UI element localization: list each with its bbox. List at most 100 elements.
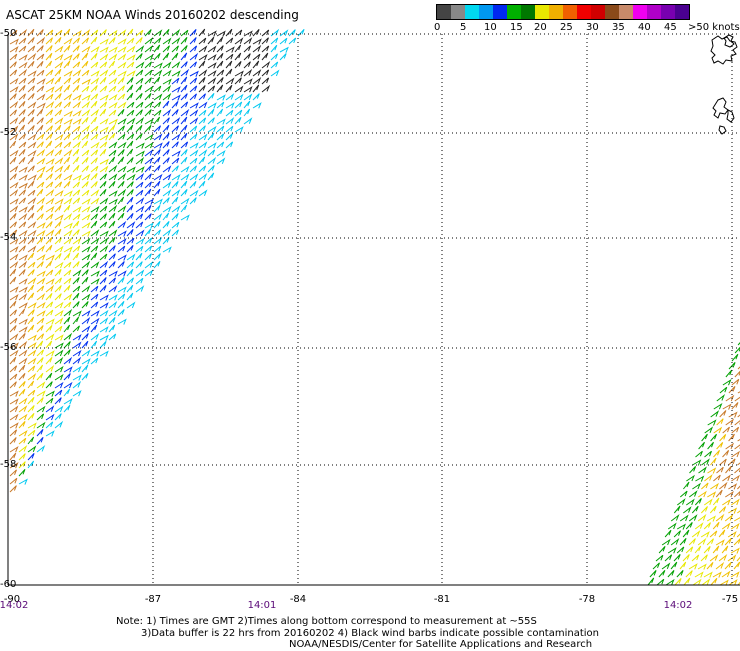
wind-barb [55, 303, 63, 308]
wind-barb [674, 531, 680, 537]
wind-barb [702, 434, 708, 441]
wind-barb [100, 319, 107, 324]
wind-barb [19, 407, 26, 412]
wind-barb [28, 238, 34, 244]
wind-barb [181, 167, 189, 172]
wind-barb [64, 157, 70, 164]
wind-barb [100, 174, 107, 180]
wind-barb [680, 562, 686, 569]
wind-barb [710, 531, 717, 537]
wind-barb [217, 37, 223, 44]
wind-barb [729, 459, 736, 465]
wind-barb [199, 135, 206, 140]
wind-barb [145, 166, 151, 173]
wind-barb [732, 403, 738, 410]
wind-barb [717, 419, 724, 425]
wind-barb [136, 222, 143, 228]
wind-barb [154, 215, 161, 221]
wind-barb [19, 399, 26, 404]
wind-barb [217, 70, 224, 76]
wind-barb [127, 158, 133, 165]
wind-barb [91, 302, 98, 308]
wind-barb [181, 189, 187, 196]
wind-barb [683, 530, 689, 537]
legend-label: 40 [638, 22, 651, 33]
wind-barb [64, 45, 70, 52]
wind-barb [55, 182, 62, 188]
wind-barb [28, 447, 35, 452]
wind-barb [100, 55, 107, 60]
wind-barb [734, 491, 740, 497]
wind-barb [37, 391, 45, 396]
wind-barb [10, 222, 17, 228]
wind-barb [145, 110, 151, 117]
wind-barb [46, 357, 52, 364]
wind-barb [145, 103, 152, 109]
wind-barb [705, 428, 712, 433]
wind-barb [686, 571, 692, 577]
wind-barb [19, 55, 27, 60]
wind-barb [100, 181, 106, 188]
wind-barb [37, 365, 43, 372]
wind-barb [28, 390, 35, 396]
wind-barb [726, 370, 732, 377]
wind-barb [226, 54, 233, 60]
wind-barb [28, 29, 34, 36]
wind-barb [100, 149, 106, 156]
wind-barb [136, 70, 143, 76]
wind-barb [714, 428, 721, 433]
wind-barb [696, 451, 703, 457]
wind-barb [707, 562, 713, 569]
wind-barb [46, 207, 54, 212]
time-label-left: 14:02 [0, 600, 28, 611]
wind-barb [82, 47, 90, 52]
wind-barb [704, 546, 710, 553]
wind-barb [698, 515, 705, 521]
wind-barb [271, 38, 278, 44]
wind-barb [91, 311, 99, 316]
wind-barb [714, 404, 722, 409]
wind-barb [91, 86, 97, 93]
wind-barb [28, 262, 35, 268]
wind-barb [289, 38, 296, 44]
wind-barb [118, 47, 126, 52]
wind-barb [127, 285, 133, 292]
wind-barb [19, 142, 26, 148]
wind-barb [217, 151, 225, 156]
wind-barb [136, 253, 142, 260]
lon-label-84: -84 [290, 594, 306, 605]
wind-barb [73, 54, 79, 60]
wind-barb [226, 142, 233, 148]
wind-barb [109, 38, 115, 45]
wind-barb [154, 181, 160, 188]
wind-barb [37, 358, 43, 365]
wind-barb [674, 506, 680, 513]
wind-barb [136, 287, 143, 292]
wind-barb [118, 239, 126, 244]
wind-barb [190, 191, 198, 196]
wind-barb [19, 365, 25, 372]
wind-barb [19, 63, 27, 68]
wind-barb [109, 125, 115, 132]
wind-barb [64, 239, 71, 244]
wind-barb [118, 262, 124, 269]
wind-barb [145, 39, 152, 45]
wind-barb [181, 199, 189, 204]
wind-barb [145, 159, 152, 165]
wind-barb [734, 539, 740, 545]
wind-barb [91, 62, 98, 68]
wind-barb [19, 342, 26, 348]
wind-barb [298, 29, 304, 36]
wind-barb [154, 165, 160, 172]
wind-barb [118, 157, 124, 164]
wind-barb [37, 429, 43, 436]
wind-barb [118, 126, 125, 132]
wind-barb [722, 524, 729, 529]
wind-barb [73, 286, 80, 292]
wind-barb [136, 110, 142, 116]
wind-barb [46, 30, 53, 36]
wind-barb [226, 103, 234, 108]
wind-barb [64, 367, 72, 372]
wind-barb [244, 109, 250, 116]
wind-barb [37, 311, 45, 316]
